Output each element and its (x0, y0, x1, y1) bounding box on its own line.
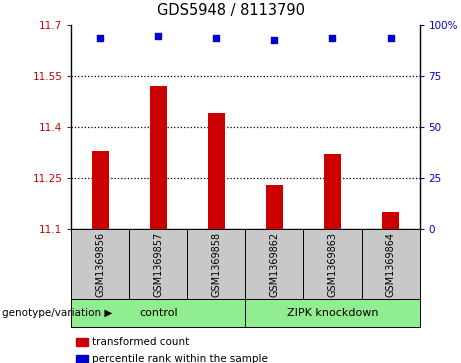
Point (387, 35, 394, 41)
Bar (150, 86, 167, 229)
Bar (382, 212, 399, 229)
Text: GDS5948 / 8113790: GDS5948 / 8113790 (156, 3, 305, 18)
Bar (266, 185, 283, 229)
Text: transformed count: transformed count (92, 337, 189, 347)
Text: GSM1369862: GSM1369862 (270, 232, 279, 297)
Text: ZIPK knockdown: ZIPK knockdown (287, 308, 378, 318)
Text: GSM1369863: GSM1369863 (327, 232, 337, 297)
Text: GSM1369856: GSM1369856 (95, 232, 106, 297)
Point (97, 35, 104, 41)
Text: GSM1369858: GSM1369858 (212, 232, 221, 297)
Text: GSM1369857: GSM1369857 (154, 232, 164, 297)
Bar (324, 154, 341, 229)
Text: GSM1369864: GSM1369864 (385, 232, 396, 297)
Point (329, 35, 336, 41)
Point (213, 35, 220, 41)
Bar (208, 114, 225, 229)
Bar (92, 151, 109, 229)
Text: percentile rank within the sample: percentile rank within the sample (92, 354, 268, 363)
Text: control: control (139, 308, 178, 318)
Point (155, 33, 162, 38)
Point (271, 37, 278, 42)
Text: genotype/variation ▶: genotype/variation ▶ (2, 308, 112, 318)
